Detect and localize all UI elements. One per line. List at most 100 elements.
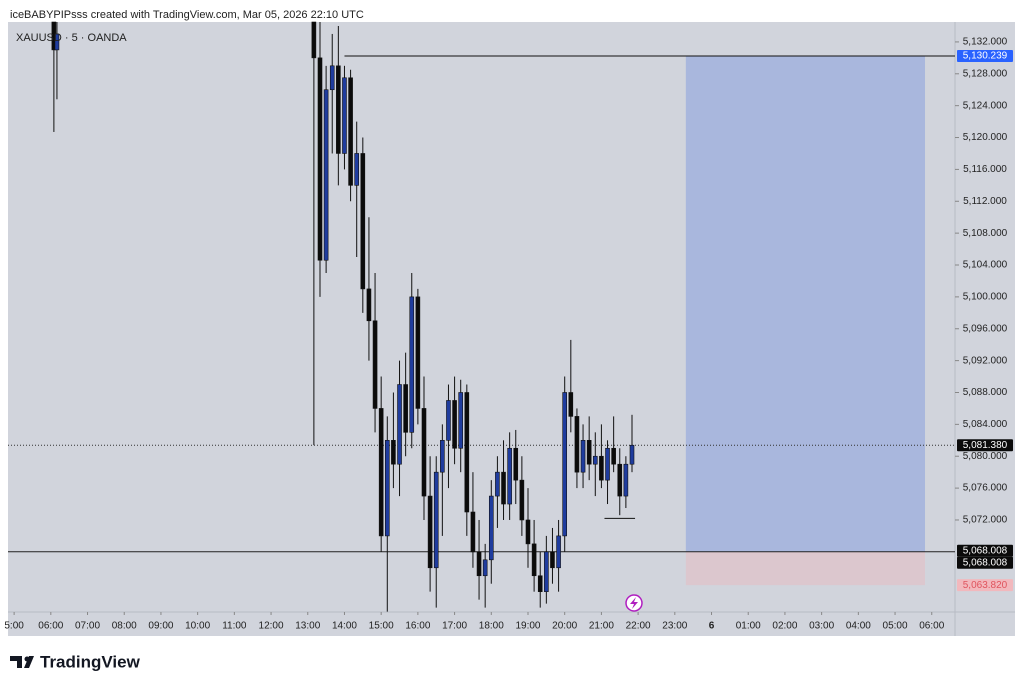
- candle-body: [317, 57, 323, 261]
- candle-body: [580, 439, 586, 473]
- y-tick-label: 5,108.000: [963, 228, 1008, 239]
- profit-zone: [685, 55, 926, 552]
- candle-body: [513, 447, 519, 481]
- candle-body: [323, 89, 329, 261]
- y-tick-label: 5,084.000: [963, 419, 1008, 430]
- candle-body: [629, 444, 635, 465]
- x-tick-label: 12:00: [259, 621, 284, 632]
- y-tick-label: 5,092.000: [963, 355, 1008, 366]
- candle-body: [562, 392, 567, 537]
- y-tick-label: 5,120.000: [963, 132, 1008, 143]
- y-tick-label: 5,132.000: [963, 37, 1008, 48]
- x-tick-label: 6: [709, 621, 715, 632]
- x-tick-label: 21:00: [589, 621, 614, 632]
- candle-body: [574, 416, 580, 473]
- candle-body: [611, 447, 616, 465]
- x-tick-label: 17:00: [442, 621, 467, 632]
- candle-body: [452, 400, 457, 449]
- candle-body: [354, 153, 360, 186]
- x-tick-label: 01:00: [736, 621, 761, 632]
- x-tick-label: 05:00: [883, 621, 908, 632]
- candle-body: [556, 535, 561, 569]
- x-tick-label: 10:00: [185, 621, 210, 632]
- candle-body: [519, 479, 525, 521]
- x-tick-label: 13:00: [295, 621, 320, 632]
- logo: TradingView: [10, 652, 141, 671]
- x-tick-label: 09:00: [148, 621, 173, 632]
- x-tick-label: 16:00: [405, 621, 430, 632]
- x-tick-label: 20:00: [552, 621, 577, 632]
- plot: [8, 21, 955, 612]
- candle-body: [495, 471, 500, 497]
- candle-body: [605, 447, 610, 481]
- candle-body: [391, 439, 396, 465]
- y-tick-label: 5,128.000: [963, 68, 1008, 79]
- x-tick-label: 19:00: [515, 621, 540, 632]
- y-tick-label: 5,076.000: [963, 483, 1008, 494]
- alert-icon: [625, 594, 643, 612]
- candle-body: [433, 471, 439, 569]
- x-tick-label: 06:00: [38, 621, 63, 632]
- candle-body: [592, 455, 598, 465]
- x-tick-label: 22:00: [626, 621, 651, 632]
- x-tick-label: 15:00: [369, 621, 394, 632]
- candle-body: [311, 21, 317, 59]
- y-tick-label: 5,096.000: [963, 323, 1008, 334]
- price-tag-bg: [957, 556, 1013, 569]
- y-tick-label: 5,116.000: [963, 164, 1007, 175]
- x-tick-label: 5:00: [4, 621, 24, 632]
- candle-body: [525, 519, 531, 545]
- candle-body: [336, 65, 341, 154]
- price-tag-bg: [957, 579, 1013, 592]
- loss-zone: [685, 551, 926, 586]
- candle-body: [617, 463, 623, 497]
- candle-body: [501, 471, 506, 505]
- candle-body: [54, 33, 60, 51]
- x-tick-label: 23:00: [662, 621, 687, 632]
- candle-body: [488, 495, 494, 561]
- y-tick-label: 5,080.000: [963, 451, 1008, 462]
- candle-body: [348, 77, 353, 186]
- symbol: XAUUSD · 5 · OANDA: [16, 32, 127, 44]
- x-tick-label: 08:00: [112, 621, 137, 632]
- candle-body: [550, 551, 555, 569]
- candle-body: [568, 392, 574, 417]
- price-tag-bg: [957, 544, 1013, 557]
- candle-body: [409, 296, 415, 433]
- candle-body: [397, 384, 402, 465]
- price-tag: 5,130.239: [963, 51, 1008, 62]
- candle-body: [531, 543, 537, 577]
- x-tick-label: 07:00: [75, 621, 100, 632]
- y-tick-label: 5,124.000: [963, 100, 1008, 111]
- candle-body: [372, 320, 378, 409]
- candle-body: [329, 65, 335, 91]
- candle-body: [476, 551, 482, 577]
- x-tick-label: 04:00: [846, 621, 871, 632]
- candle-body: [623, 463, 629, 497]
- price-tag: 5,081.380: [963, 440, 1008, 451]
- candle-body: [403, 384, 408, 433]
- candle-body: [378, 408, 384, 537]
- price-tag: 5,068.008: [963, 557, 1008, 568]
- price-tag: 5,068.008: [963, 545, 1008, 556]
- candle-body: [384, 439, 390, 537]
- credit: iceBABYPIPsss created with TradingView.c…: [10, 9, 364, 21]
- x-tick-label: 06:00: [919, 621, 944, 632]
- y-tick-label: 5,104.000: [963, 260, 1008, 271]
- candle-body: [544, 551, 549, 592]
- candle-body: [464, 392, 470, 513]
- y-tick-label: 5,100.000: [963, 292, 1008, 303]
- candle-body: [446, 400, 451, 441]
- x-tick-label: 02:00: [772, 621, 797, 632]
- candle-body: [470, 511, 476, 553]
- candle-body: [482, 559, 488, 577]
- candle-body: [586, 439, 592, 465]
- price-tag: 5,063.820: [963, 580, 1008, 591]
- x-tick-label: 03:00: [809, 621, 834, 632]
- candle-body: [421, 408, 427, 497]
- y-tick-label: 5,112.000: [963, 196, 1007, 207]
- candle-body: [599, 455, 604, 481]
- price-tag-bg: [957, 49, 1013, 62]
- candle-body: [537, 575, 543, 592]
